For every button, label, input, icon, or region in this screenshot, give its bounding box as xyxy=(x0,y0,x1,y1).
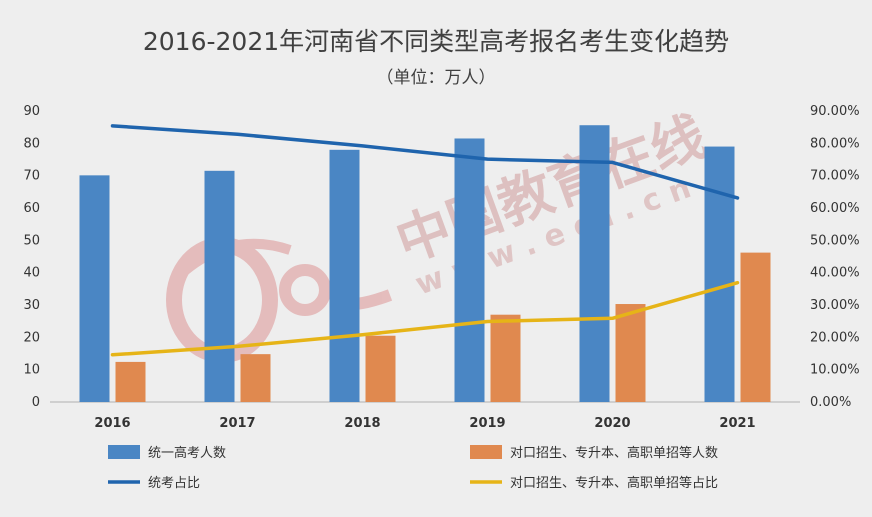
bar-unified-exam-2021 xyxy=(704,146,735,402)
line-other-admission-ratio xyxy=(110,280,740,357)
y-left-tick-label: 40 xyxy=(23,266,40,281)
legend-label: 统考占比 xyxy=(148,476,200,491)
y-right-tick-label: 80.00% xyxy=(810,136,860,151)
x-tick-label: 2018 xyxy=(344,416,380,431)
bar-unified-exam-2019 xyxy=(454,138,485,402)
legend-swatch xyxy=(470,445,502,459)
y-right-tick-label: 40.00% xyxy=(810,266,860,281)
y-left-tick-label: 0 xyxy=(32,395,40,410)
chart-subtitle: （单位：万人） xyxy=(377,68,496,88)
x-tick-label: 2021 xyxy=(719,416,755,431)
legend-swatch xyxy=(108,445,140,459)
y-right-tick-label: 0.00% xyxy=(810,395,851,410)
y-axis-right: 0.00% 10.00% 20.00% 30.00% 40.00% 50.00% 60.00… xyxy=(810,104,860,410)
bar-unified-exam-2016 xyxy=(79,175,110,402)
y-right-tick-label: 60.00% xyxy=(810,201,860,216)
y-left-tick-label: 90 xyxy=(23,104,40,119)
y-left-tick-label: 60 xyxy=(23,201,40,216)
y-right-tick-label: 10.00% xyxy=(810,363,860,378)
y-left-tick-label: 30 xyxy=(23,298,40,313)
bar-other-admission-2016 xyxy=(115,361,146,402)
bar-series-group xyxy=(79,125,771,402)
bar-other-admission-2018 xyxy=(365,335,396,402)
bar-other-admission-2020 xyxy=(615,304,646,402)
x-tick-label: 2016 xyxy=(94,416,130,431)
bar-unified-exam-2020 xyxy=(579,125,610,402)
legend-label: 统一高考人数 xyxy=(148,445,226,461)
bar-unified-exam-2017 xyxy=(204,170,235,402)
y-left-tick-label: 70 xyxy=(23,169,40,184)
bar-other-admission-2019 xyxy=(490,314,521,402)
y-left-tick-label: 50 xyxy=(23,233,40,248)
bar-other-admission-2021 xyxy=(740,252,771,402)
x-tick-label: 2020 xyxy=(594,416,630,431)
legend-label: 对口招生、专升本、高职单招等占比 xyxy=(510,475,718,491)
y-axis-left: 0 10 20 30 40 50 60 70 80 90 xyxy=(23,104,40,410)
y-right-tick-label: 70.00% xyxy=(810,169,860,184)
legend-label: 对口招生、专升本、高职单招等人数 xyxy=(510,445,718,461)
y-right-tick-label: 90.00% xyxy=(810,104,860,119)
x-axis: 2016 2017 2018 2019 2020 2021 xyxy=(50,401,800,431)
x-tick-label: 2017 xyxy=(219,416,255,431)
y-right-tick-label: 20.00% xyxy=(810,330,860,345)
chart-title: 2016-2021年河南省不同类型高考报名考生变化趋势 xyxy=(143,27,729,56)
y-left-tick-label: 20 xyxy=(23,330,40,345)
x-tick-label: 2019 xyxy=(469,416,505,431)
y-right-tick-label: 30.00% xyxy=(810,298,860,313)
bar-other-admission-2017 xyxy=(240,354,271,402)
y-right-tick-label: 50.00% xyxy=(810,233,860,248)
y-left-tick-label: 80 xyxy=(23,136,40,151)
line-series-group xyxy=(110,124,740,357)
y-left-tick-label: 10 xyxy=(23,363,40,378)
line-unified-exam-ratio xyxy=(110,124,740,200)
bar-unified-exam-2018 xyxy=(329,149,360,402)
